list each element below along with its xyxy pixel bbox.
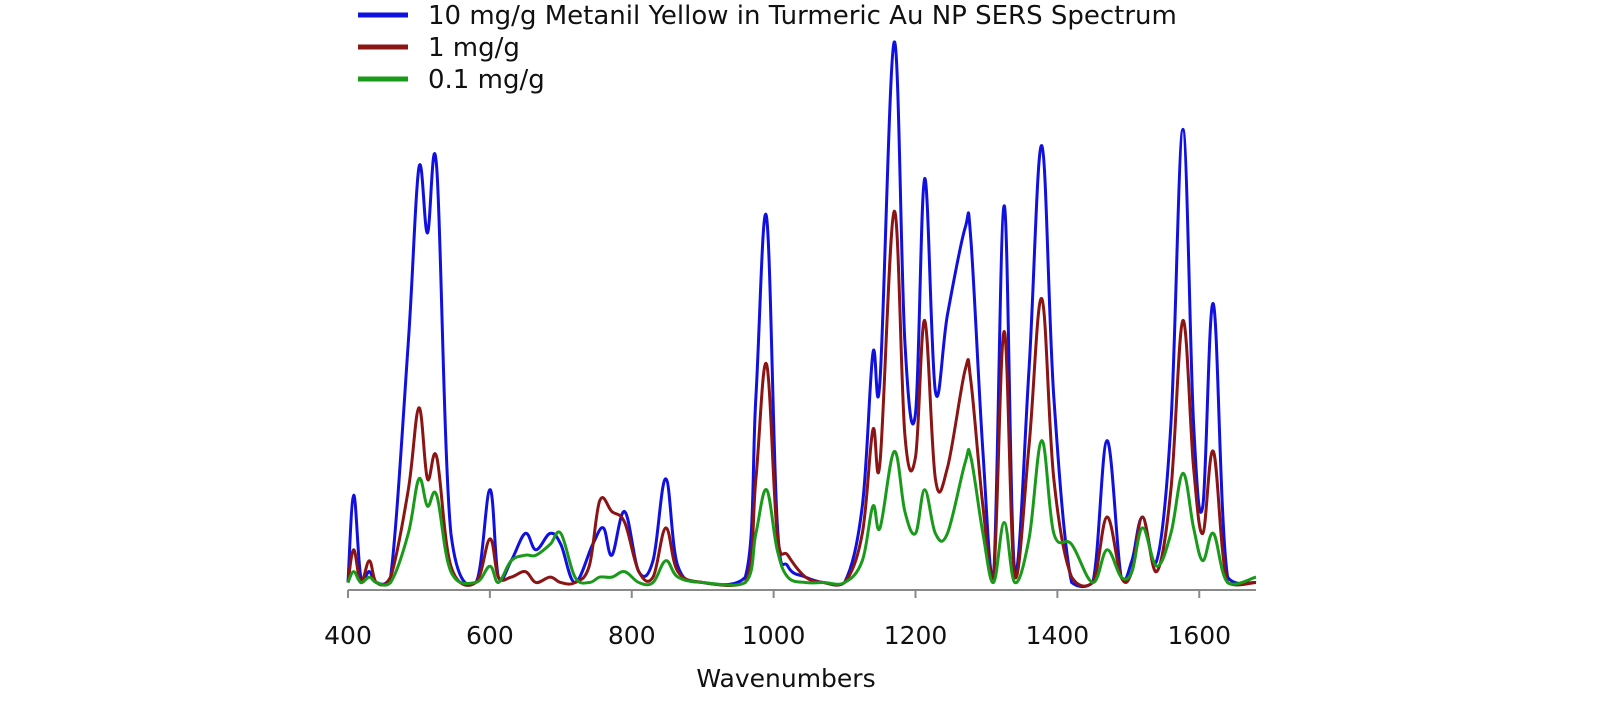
x-tick-label: 1200 bbox=[884, 621, 948, 650]
series-line-1 bbox=[346, 40, 1257, 589]
chart-legend: 10 mg/g Metanil Yellow in Turmeric Au NP… bbox=[358, 1, 1177, 95]
x-tick-label: 400 bbox=[324, 621, 372, 650]
series-line-2 bbox=[346, 209, 1257, 588]
legend-label-2: 1 mg/g bbox=[428, 33, 520, 63]
x-tick-label: 1600 bbox=[1167, 621, 1231, 650]
x-tick-label: 600 bbox=[466, 621, 514, 650]
legend-label-3: 0.1 mg/g bbox=[428, 65, 545, 95]
plot-area bbox=[346, 40, 1257, 589]
x-tick-label: 800 bbox=[608, 621, 656, 650]
x-axis-title: Wavenumbers bbox=[696, 664, 875, 693]
x-tick-label: 1000 bbox=[742, 621, 806, 650]
x-axis-ticks: 400 600 800 1000 1200 1400 1600 bbox=[324, 590, 1231, 650]
legend-label-1: 10 mg/g Metanil Yellow in Turmeric Au NP… bbox=[428, 1, 1177, 31]
x-tick-label: 1400 bbox=[1026, 621, 1090, 650]
series-line-3 bbox=[346, 439, 1257, 587]
